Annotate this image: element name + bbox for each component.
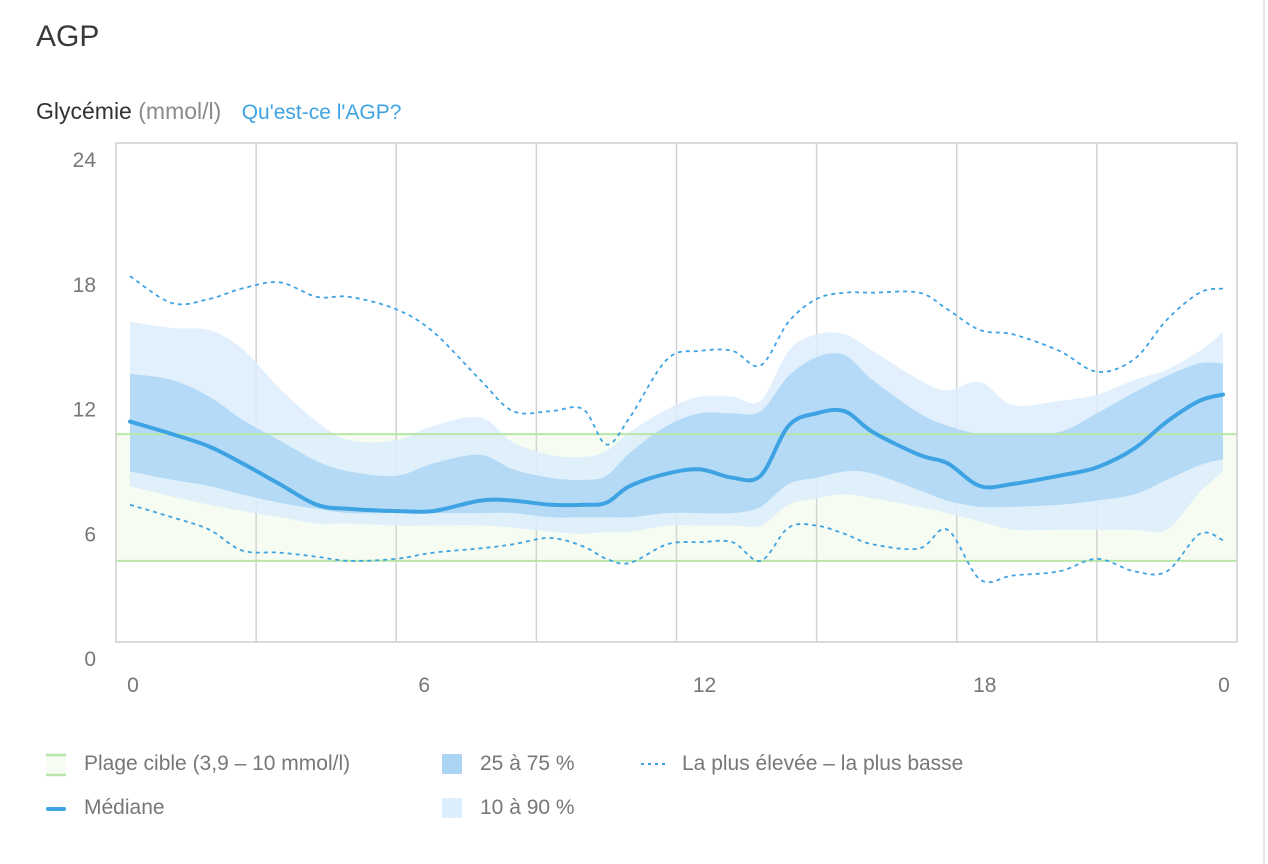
x-axis-ticks: 0 6 12 18 0 xyxy=(127,674,1230,697)
extremes-swatch xyxy=(640,752,666,778)
band-25-75 xyxy=(130,353,1223,518)
median-swatch xyxy=(46,807,66,811)
x-tick-label: 0 xyxy=(1218,674,1230,697)
chart-subtitle-unit: (mmol/l) xyxy=(138,98,222,124)
y-tick-label: 6 xyxy=(84,523,96,546)
legend-p10-90-label: 10 à 90 % xyxy=(480,796,575,819)
x-tick-label: 0 xyxy=(127,674,139,697)
x-tick-label: 6 xyxy=(418,674,430,697)
median-line xyxy=(128,392,1225,514)
target-swatch xyxy=(46,752,66,778)
legend-iqr-label: 25 à 75 % xyxy=(480,752,575,775)
chart-subtitle: Glycémie (mmol/l) Qu'est-ce l'AGP? xyxy=(36,98,401,125)
legend-median-label: Médiane xyxy=(84,796,165,819)
page-title: AGP xyxy=(36,20,100,53)
x-tick-label: 12 xyxy=(693,674,716,697)
vertical-gridlines xyxy=(255,143,1098,642)
y-tick-label: 0 xyxy=(84,648,96,671)
highest-dashed-line xyxy=(129,275,1224,446)
chart-subtitle-label: Glycémie xyxy=(36,98,132,124)
y-tick-label: 18 xyxy=(73,274,96,297)
panel-divider xyxy=(1263,0,1265,864)
y-tick-label: 12 xyxy=(73,399,96,422)
p10-90-swatch xyxy=(442,798,462,818)
iqr-swatch xyxy=(442,754,462,774)
legend-extremes-label: La plus élevée – la plus basse xyxy=(682,752,964,775)
y-axis-ticks: 24 18 12 6 0 xyxy=(73,149,97,671)
y-tick-label: 24 xyxy=(73,149,97,172)
x-tick-label: 18 xyxy=(973,674,996,697)
legend-target-label: Plage cible (3,9 – 10 mmol/l) xyxy=(84,752,351,775)
what-is-agp-link[interactable]: Qu'est-ce l'AGP? xyxy=(241,101,402,124)
lowest-dashed-line xyxy=(129,503,1224,584)
plot-frame xyxy=(115,142,1238,643)
